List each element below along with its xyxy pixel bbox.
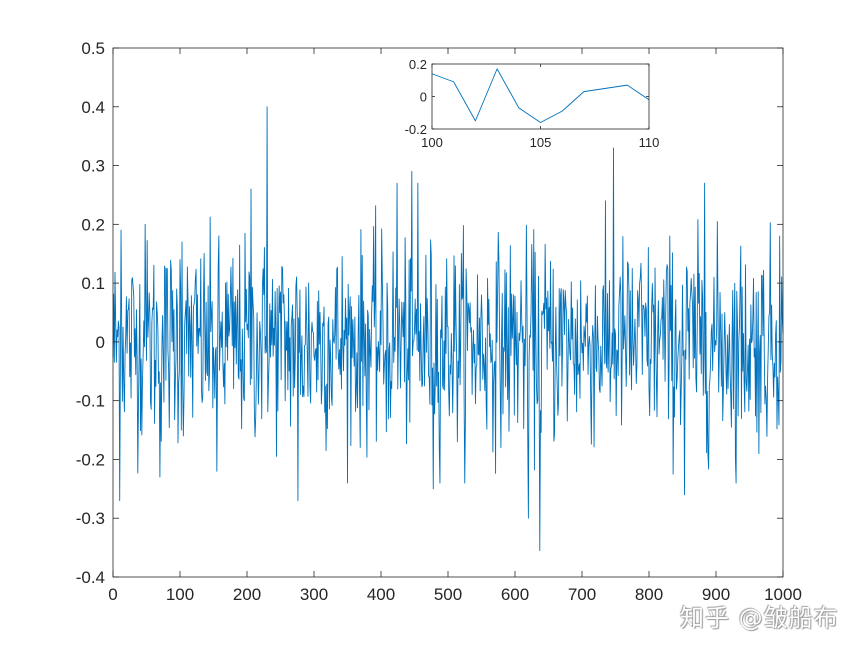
watermark: 知乎 @皱船布 [680,604,839,632]
y-tick-label: 0.5 [81,39,105,58]
y-tick-label: -0.1 [76,392,105,411]
y-tick-label: 0.4 [81,98,105,117]
x-tick-label: 0 [108,585,117,604]
x-tick-label: 700 [568,585,596,604]
x-tick-label: 200 [233,585,261,604]
x-tick-label: 600 [501,585,529,604]
y-tick-label: 0.3 [81,157,105,176]
y-tick-label: 0 [420,90,427,105]
y-tick-label: -0.4 [76,568,105,587]
data-line [112,106,784,551]
y-tick-label: -0.2 [76,450,105,469]
x-tick-label: 300 [300,585,328,604]
y-tick-label: -0.3 [76,509,105,528]
x-tick-label: 800 [635,585,663,604]
x-tick-label: 110 [639,135,660,150]
data-line [431,68,650,123]
x-tick-label: 105 [530,135,552,150]
x-tick-label: 400 [367,585,395,604]
x-tick-label: 900 [702,585,730,604]
y-tick-label: 0 [96,333,105,352]
main-axes: 0 100 200 300 400 500 600 700 800 900 1000-0.4-0.3… [76,39,802,604]
x-tick-label: 1000 [764,585,802,604]
inset-axes: 100 105 110 -0.2 0 0.2 [405,57,660,150]
x-tick-label: 100 [166,585,194,604]
y-tick-label: 0.1 [81,274,105,293]
y-tick-label: 0.2 [81,215,105,234]
x-tick-label: 100 [421,135,443,150]
y-tick-label: 0.2 [409,57,427,72]
y-tick-label: -0.2 [405,122,427,137]
x-tick-label: 500 [434,585,462,604]
